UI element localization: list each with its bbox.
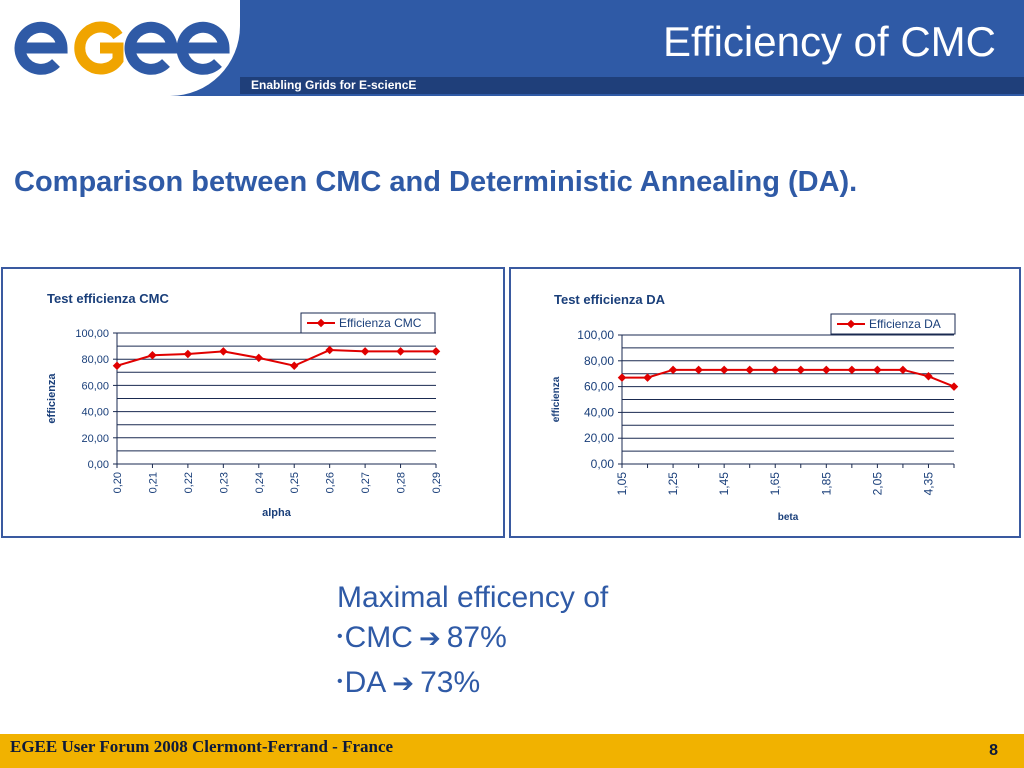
y-tick-label: 20,00 bbox=[81, 433, 109, 445]
x-tick-label: 1,65 bbox=[768, 472, 782, 496]
page-number: 8 bbox=[989, 742, 998, 759]
legend-label: Efficienza DA bbox=[869, 317, 941, 331]
y-tick-label: 40,00 bbox=[81, 407, 109, 419]
y-tick-label: 60,00 bbox=[584, 380, 614, 394]
tagline-bar bbox=[240, 77, 1024, 94]
data-point bbox=[219, 347, 228, 356]
chart-title: Test efficienza DA bbox=[554, 292, 666, 307]
x-tick-label: 2,05 bbox=[870, 472, 884, 496]
y-tick-label: 60,00 bbox=[81, 380, 109, 392]
y-tick-label: 80,00 bbox=[81, 354, 109, 366]
slide-title: Efficiency of CMC bbox=[663, 18, 996, 65]
summary-block: Maximal efficency of •CMC ➔ 87% •DA ➔ 73% bbox=[337, 578, 608, 708]
data-point bbox=[360, 347, 370, 356]
bullet-icon: • bbox=[337, 628, 343, 645]
arrow-right-icon: ➔ bbox=[392, 668, 415, 698]
legend-box bbox=[830, 313, 956, 335]
tagline: Enabling Grids for E-sciencE bbox=[251, 78, 417, 92]
legend-label: Efficienza CMC bbox=[339, 316, 422, 330]
x-tick-label: 0,24 bbox=[254, 472, 266, 493]
data-point bbox=[289, 361, 299, 370]
egee-logo bbox=[14, 21, 230, 75]
header-banner: Enabling Grids for E-sciencE Efficiency … bbox=[0, 0, 1024, 96]
data-point bbox=[873, 365, 882, 375]
x-tick-label: 0,28 bbox=[396, 472, 408, 493]
data-point bbox=[254, 353, 264, 363]
summary-item-value: 73% bbox=[420, 666, 481, 699]
data-point bbox=[112, 361, 122, 370]
x-tick-label: 4,35 bbox=[921, 472, 935, 496]
y-tick-label: 0,00 bbox=[591, 457, 615, 471]
x-tick-label: 0,21 bbox=[147, 472, 159, 493]
data-point bbox=[325, 345, 334, 355]
x-tick-label: 0,27 bbox=[360, 472, 372, 493]
x-tick-label: 1,05 bbox=[615, 472, 629, 496]
bullet-icon: • bbox=[337, 673, 343, 690]
y-tick-label: 100,00 bbox=[577, 328, 614, 342]
series-line bbox=[622, 368, 955, 388]
x-tick-label: 0,25 bbox=[289, 472, 301, 493]
legend-box bbox=[300, 312, 436, 334]
x-tick-label: 0,20 bbox=[112, 472, 124, 493]
y-axis-label: efficienza bbox=[46, 373, 58, 424]
legend-marker bbox=[316, 318, 326, 328]
footer-text: EGEE User Forum 2008 Clermont-Ferrand - … bbox=[10, 737, 394, 756]
logo-area bbox=[0, 0, 240, 96]
data-point bbox=[431, 347, 441, 356]
data-point bbox=[847, 365, 857, 375]
x-axis-label: beta bbox=[778, 512, 799, 523]
x-tick-label: 0,23 bbox=[218, 472, 230, 493]
slide-subtitle: Comparison between CMC and Deterministic… bbox=[14, 166, 858, 198]
data-point bbox=[643, 373, 652, 382]
series-line bbox=[116, 349, 436, 367]
y-tick-label: 80,00 bbox=[584, 354, 614, 368]
data-point bbox=[770, 365, 780, 375]
data-point bbox=[822, 365, 831, 375]
x-tick-label: 0,26 bbox=[325, 472, 337, 493]
x-tick-label: 0,29 bbox=[431, 472, 443, 493]
summary-item-value: 87% bbox=[446, 621, 507, 654]
data-point bbox=[668, 365, 678, 375]
x-tick-label: 1,25 bbox=[666, 472, 680, 496]
arrow-right-icon: ➔ bbox=[418, 623, 441, 653]
y-tick-label: 40,00 bbox=[584, 405, 614, 419]
x-tick-label: 0,22 bbox=[183, 472, 195, 493]
x-axis-label: alpha bbox=[262, 507, 292, 519]
data-point bbox=[745, 365, 754, 375]
data-point bbox=[796, 365, 806, 375]
data-point bbox=[949, 382, 959, 391]
chart-da-frame: Test efficienza DA 0,00 20,00 40,00 60,00 80,… bbox=[509, 267, 1021, 538]
summary-item-name: DA bbox=[344, 666, 387, 699]
y-axis-label: efficienza bbox=[551, 376, 562, 422]
footer-bar: EGEE User Forum 2008 Clermont-Ferrand - … bbox=[0, 734, 1024, 768]
summary-item-name: CMC bbox=[344, 621, 413, 654]
chart-title: Test efficienza CMC bbox=[47, 291, 169, 306]
data-point bbox=[898, 365, 908, 375]
data-point bbox=[183, 349, 193, 359]
y-tick-label: 20,00 bbox=[584, 431, 614, 445]
data-point bbox=[694, 365, 703, 375]
chart-cmc: Test efficienza CMC 0,00 20,00 40,00 60,00 80… bbox=[46, 291, 443, 519]
y-tick-label: 0,00 bbox=[88, 459, 109, 471]
data-point bbox=[617, 373, 627, 382]
chart-cmc-frame: Test efficienza CMC 0,00 20,00 40,00 60,00 80… bbox=[1, 267, 505, 538]
data-point bbox=[719, 365, 729, 375]
chart-da: Test efficienza DA 0,00 20,00 40,00 60,00 80,… bbox=[551, 292, 959, 523]
summary-item-da: •DA ➔ 73% bbox=[337, 663, 608, 708]
data-point bbox=[148, 351, 157, 360]
summary-heading: Maximal efficency of bbox=[337, 581, 609, 614]
x-tick-label: 1,85 bbox=[819, 472, 833, 496]
y-tick-label: 100,00 bbox=[75, 328, 109, 340]
data-point bbox=[396, 347, 405, 356]
data-point bbox=[924, 372, 933, 381]
x-tick-label: 1,45 bbox=[717, 472, 731, 496]
summary-item-cmc: •CMC ➔ 87% bbox=[337, 618, 608, 663]
